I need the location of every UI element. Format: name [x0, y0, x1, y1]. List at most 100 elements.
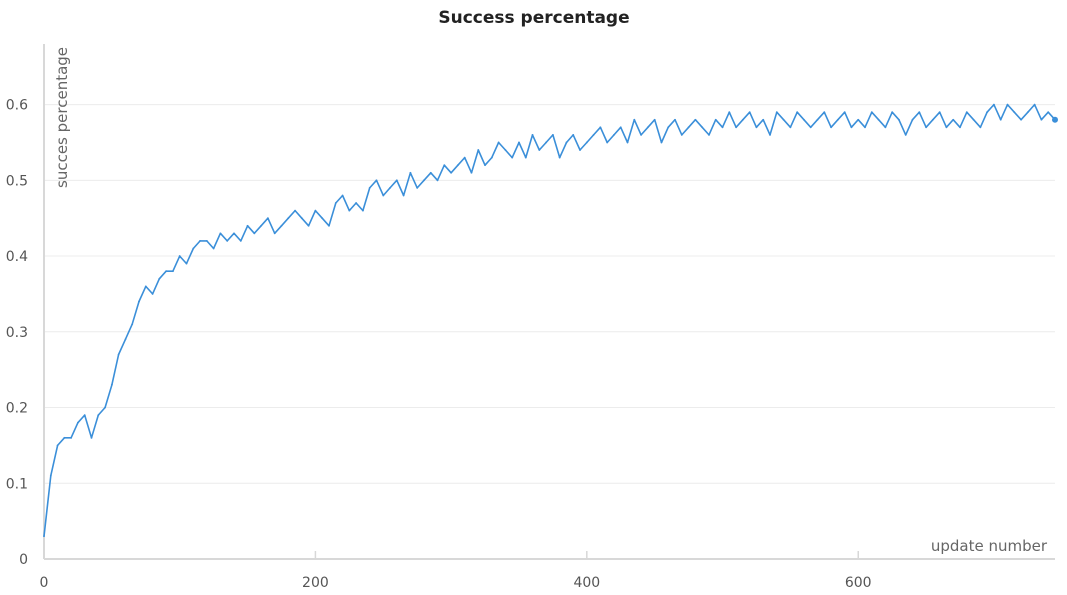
data-point	[165, 270, 168, 273]
data-point	[843, 111, 846, 114]
data-point	[993, 103, 995, 106]
data-point	[585, 141, 588, 144]
data-point	[490, 156, 493, 159]
data-point	[226, 240, 229, 242]
data-point	[538, 149, 541, 151]
data-point	[484, 164, 486, 167]
data-point	[524, 156, 527, 159]
data-point	[667, 126, 670, 129]
data-point	[925, 126, 927, 129]
data-point	[931, 118, 934, 121]
y-tick-labels: 0 0.1 0.2 0.3 0.4 0.5 0.6	[6, 98, 28, 568]
data-point	[362, 209, 364, 212]
data-point	[131, 323, 134, 326]
data-point	[626, 141, 629, 144]
data-point	[348, 209, 351, 212]
y-axis-label: succes percentage	[53, 47, 71, 188]
data-point	[97, 414, 100, 417]
data-point	[782, 118, 785, 121]
data-point	[986, 111, 989, 114]
data-point	[63, 436, 66, 439]
data-point	[172, 270, 174, 273]
data-point	[891, 111, 894, 114]
x-tick-label-1: 200	[302, 575, 329, 591]
data-point	[443, 164, 446, 167]
data-point	[870, 111, 873, 114]
data-point	[294, 209, 296, 212]
data-point	[246, 224, 249, 227]
data-point	[382, 194, 385, 197]
data-point	[90, 436, 93, 439]
data-point	[775, 111, 778, 114]
data-point	[104, 406, 106, 409]
y-tick-label-4: 0.4	[6, 249, 28, 265]
data-point	[450, 171, 453, 174]
data-point	[1020, 118, 1022, 121]
data-point	[77, 421, 79, 424]
data-point	[409, 171, 412, 174]
data-point	[1033, 103, 1036, 106]
data-point	[436, 179, 439, 182]
y-tick-label-2: 0.2	[6, 401, 28, 417]
data-point	[606, 141, 609, 144]
data-point	[721, 126, 724, 129]
data-point	[429, 171, 432, 174]
x-tick-label-2: 400	[573, 575, 600, 591]
data-point	[192, 247, 195, 250]
data-point	[999, 118, 1002, 121]
data-point	[328, 224, 330, 227]
data-point	[592, 133, 595, 136]
data-point	[233, 232, 235, 235]
data-point	[830, 126, 832, 129]
data-point	[511, 156, 514, 159]
data-point	[735, 126, 737, 129]
data-point	[646, 126, 649, 129]
data-point	[178, 255, 181, 257]
data-point	[769, 133, 771, 136]
data-point	[755, 126, 758, 129]
data-point	[151, 293, 154, 295]
data-point	[456, 164, 459, 167]
data-point	[816, 118, 819, 121]
data-point	[945, 126, 948, 129]
data-point	[1013, 111, 1016, 114]
data-point	[518, 141, 520, 144]
data-point	[728, 111, 731, 114]
data-point	[83, 414, 86, 417]
data-point	[565, 141, 568, 144]
data-point	[809, 126, 812, 129]
data-point	[823, 111, 826, 114]
data-point	[579, 149, 581, 151]
data-point	[1026, 111, 1029, 114]
data-point	[300, 217, 303, 220]
data-point	[321, 217, 324, 220]
data-point	[979, 126, 982, 129]
x-tick-label-3: 600	[845, 575, 872, 591]
data-point	[796, 111, 799, 114]
data-point	[341, 194, 344, 197]
data-point	[633, 118, 636, 121]
data-point	[864, 126, 866, 129]
data-point	[287, 217, 290, 220]
data-point	[748, 111, 751, 114]
data-point	[144, 285, 147, 288]
data-point	[402, 194, 405, 197]
gridlines	[44, 104, 1055, 484]
data-point	[219, 232, 222, 235]
y-tick-label-3: 0.3	[6, 325, 28, 341]
data-point	[701, 126, 704, 129]
data-point	[267, 217, 269, 220]
data-point	[70, 436, 73, 439]
data-point	[138, 300, 140, 303]
data-point	[640, 133, 643, 136]
data-point	[253, 232, 256, 235]
data-point	[124, 338, 127, 341]
data-point	[497, 141, 500, 144]
data-point	[395, 179, 398, 182]
data-point	[185, 262, 188, 265]
data-point	[911, 118, 914, 121]
data-point	[619, 126, 622, 129]
data-point	[680, 133, 683, 136]
data-point	[423, 179, 425, 182]
